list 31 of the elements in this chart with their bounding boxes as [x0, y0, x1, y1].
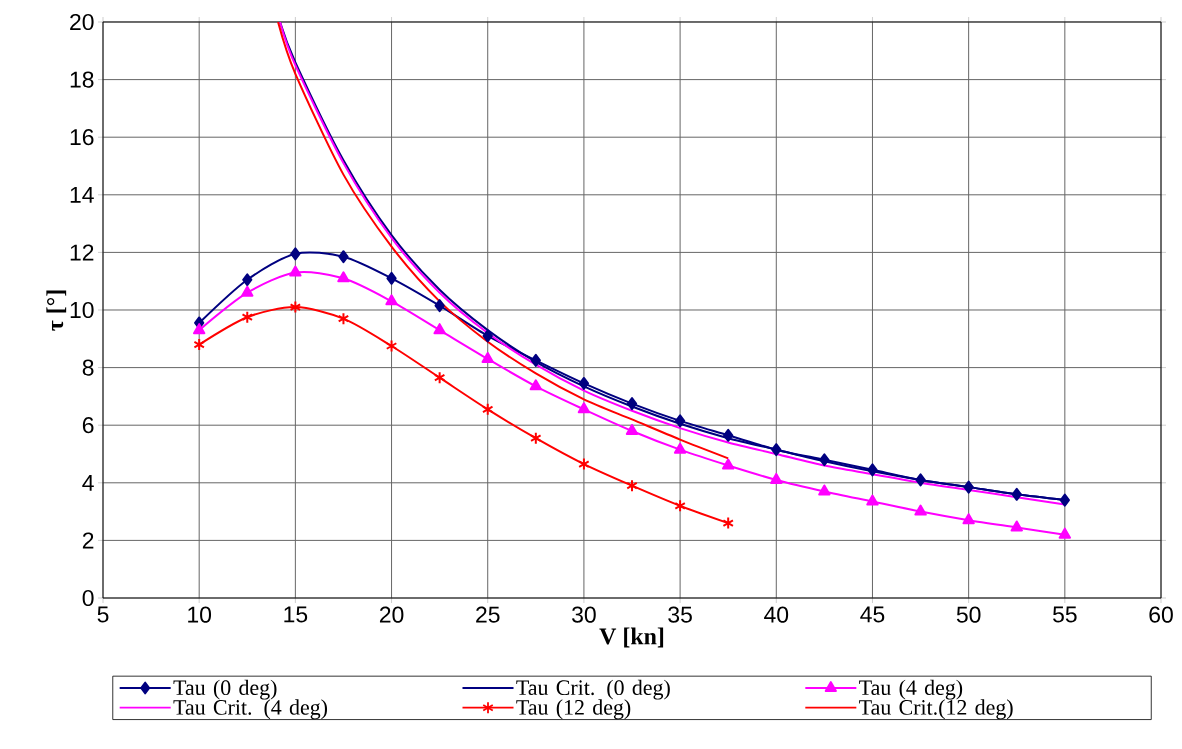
legend-label: Tau (4 deg) — [859, 679, 963, 700]
x-axis-title: V [kn] — [599, 627, 664, 648]
legend-label: Tau (0 deg) — [173, 679, 277, 700]
x-tick-label: 30 — [572, 606, 596, 623]
y-tick-label: 16 — [70, 129, 94, 146]
y-tick-label: 2 — [82, 532, 94, 549]
y-tick-label: 6 — [82, 417, 94, 434]
y-tick-label: 12 — [70, 244, 94, 261]
y-tick-label: 8 — [82, 359, 94, 376]
x-tick-label: 50 — [956, 606, 981, 623]
x-tick-label: 55 — [1053, 606, 1077, 623]
x-tick-label: 60 — [1149, 606, 1173, 623]
y-tick-label: 4 — [82, 474, 94, 491]
y-tick-label: 14 — [70, 186, 94, 203]
x-tick-label: 20 — [379, 606, 404, 623]
legend-label: Tau (12 deg) — [516, 699, 631, 720]
legend-label: Tau Crit. (4 deg) — [173, 699, 328, 720]
x-tick-label: 15 — [284, 606, 308, 623]
x-tick-label: 5 — [97, 606, 109, 623]
x-tick-label: 45 — [860, 606, 885, 623]
x-tick-label: 35 — [668, 606, 692, 623]
x-tick-label: 10 — [188, 606, 212, 623]
x-tick-label: 40 — [764, 606, 789, 623]
legend-label: Tau Crit.(12 deg) — [859, 699, 1013, 720]
y-tick-label: 0 — [82, 589, 94, 607]
x-tick-label: 25 — [476, 606, 500, 623]
legend-label: Tau Crit. (0 deg) — [516, 679, 670, 700]
y-axis-title: τ [°] — [46, 290, 67, 331]
y-tick-label: 20 — [70, 13, 94, 31]
y-tick-label: 18 — [70, 71, 94, 88]
y-tick-label: 10 — [70, 301, 94, 319]
